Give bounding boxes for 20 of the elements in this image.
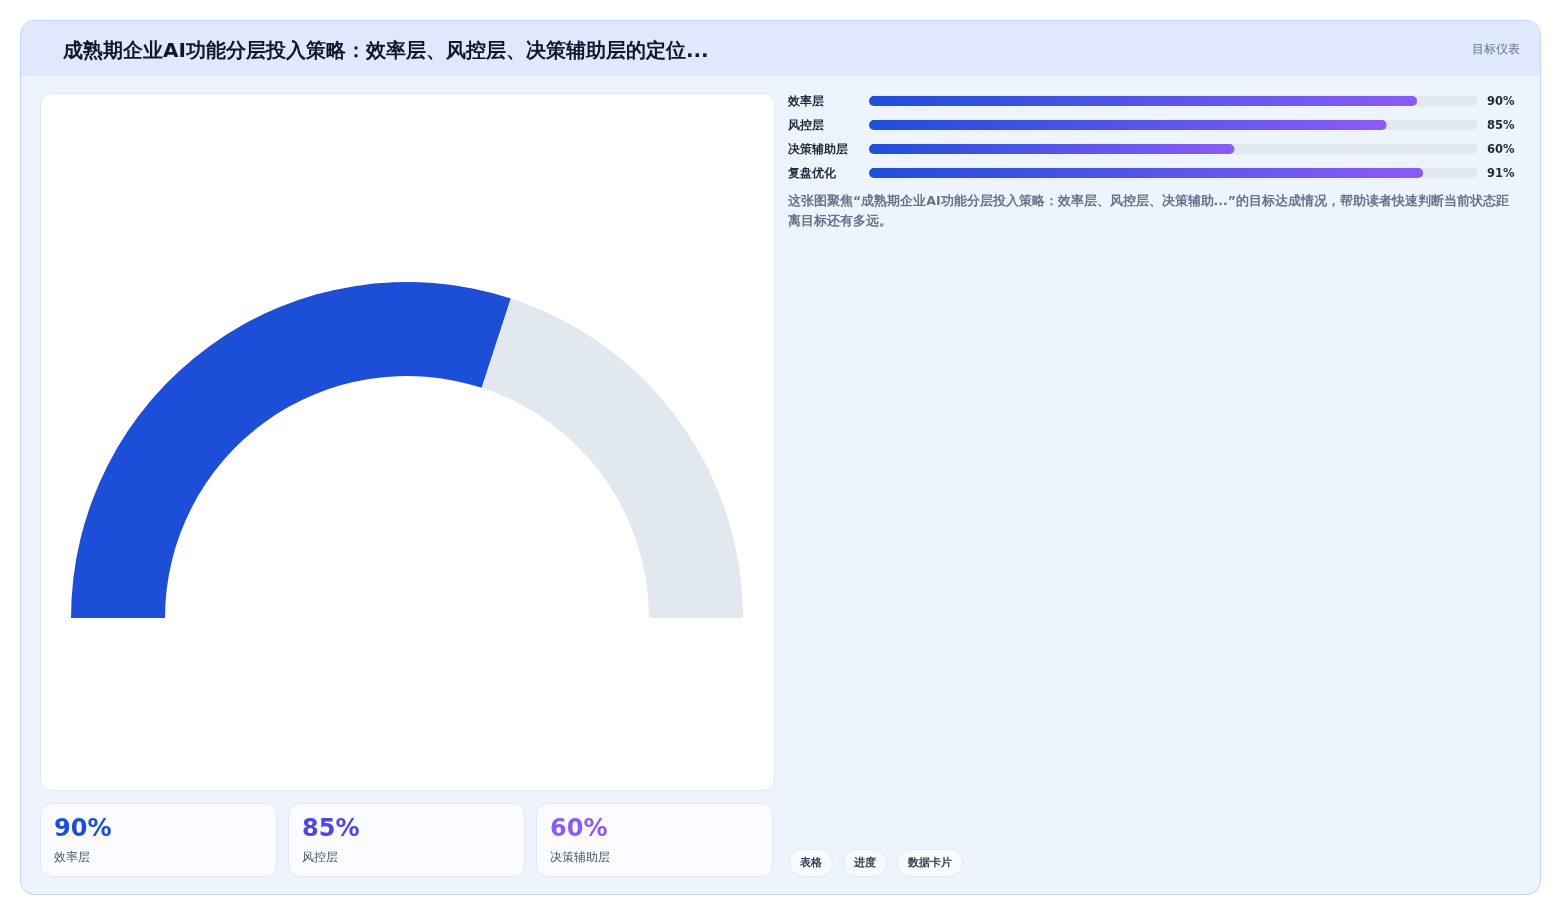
data-label: 60% [1487,142,1515,156]
y-tick-label: 复盘优化 [787,166,837,180]
data-label: 90% [1487,94,1515,108]
data-label: 85% [1487,118,1515,132]
text: 表格 [789,849,833,877]
text: 数据卡片 [897,849,963,877]
data-label: 91% [1487,166,1515,180]
text: 60% [550,814,608,842]
category-label: 风控层 [302,849,338,866]
category-label: 决策辅助层 [550,849,610,866]
text: 目标仪表 [1472,41,1520,58]
y-tick-label: 风控层 [787,118,824,132]
text: 这张图聚焦“成熟期企业AI功能分层投入策略：效率层、风控层、决策辅助...”的目标达成情况，帮助读者快速判断当前状态距离目标还有多远。 [788,192,1510,230]
category-label: 效率层 [54,849,90,866]
y-tick-label: 决策辅助层 [788,142,848,156]
y-tick-label: 效率层 [787,94,824,108]
text: 进度 [843,849,887,877]
text: 90% [54,814,112,842]
chart-title: 成熟期企业AI功能分层投入策略：效率层、风控层、决策辅助层的定位... [63,37,709,64]
text: 85% [302,814,360,842]
